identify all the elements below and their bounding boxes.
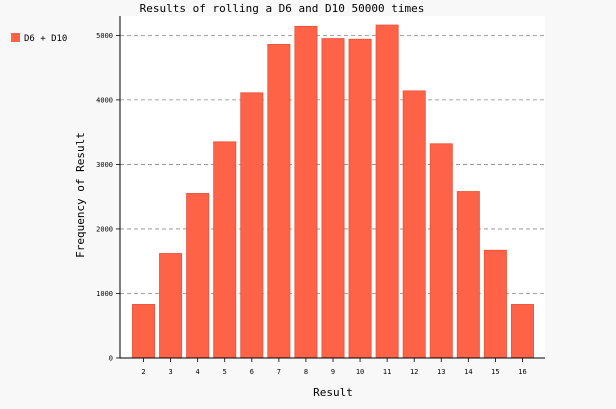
legend-label: D6 + D10 bbox=[24, 34, 67, 44]
x-tick-label: 14 bbox=[464, 368, 472, 376]
x-tick-label: 3 bbox=[168, 368, 172, 376]
bar bbox=[240, 92, 264, 359]
x-tick-label: 8 bbox=[304, 368, 308, 376]
x-tick-label: 13 bbox=[437, 368, 445, 376]
y-axis-label: Frequency of Result bbox=[74, 132, 87, 258]
bar bbox=[429, 143, 453, 359]
bar bbox=[483, 249, 507, 359]
bar bbox=[213, 141, 237, 359]
y-tick-label: 3000 bbox=[96, 161, 113, 169]
x-tick-label: 5 bbox=[223, 368, 227, 376]
y-tick-label: 4000 bbox=[96, 96, 113, 104]
bar bbox=[159, 253, 183, 359]
y-ticks: 0 1000 2000 3000 4000 5000 bbox=[96, 32, 120, 363]
bar bbox=[375, 24, 399, 359]
y-tick-label: 1000 bbox=[96, 290, 113, 298]
bar bbox=[294, 25, 318, 359]
x-ticks: 2 3 4 5 6 7 8 9 10 11 12 13 14 15 16 bbox=[141, 358, 527, 376]
x-tick-label: 7 bbox=[277, 368, 281, 376]
x-tick-label: 2 bbox=[141, 368, 145, 376]
x-axis-label: Result bbox=[313, 386, 353, 399]
x-tick-label: 15 bbox=[491, 368, 499, 376]
bar bbox=[186, 193, 210, 359]
chart-title: Results of rolling a D6 and D10 50000 ti… bbox=[140, 2, 425, 15]
bar bbox=[402, 90, 426, 359]
bar bbox=[510, 304, 534, 359]
y-tick-label: 0 bbox=[109, 355, 113, 363]
x-tick-label: 10 bbox=[356, 368, 364, 376]
x-tick-label: 9 bbox=[331, 368, 335, 376]
bar bbox=[132, 304, 156, 359]
bars bbox=[132, 24, 534, 359]
bar bbox=[456, 191, 480, 359]
x-tick-label: 6 bbox=[250, 368, 254, 376]
y-tick-label: 2000 bbox=[96, 225, 113, 233]
y-tick-label: 5000 bbox=[96, 32, 113, 40]
bar bbox=[321, 38, 345, 359]
bar bbox=[267, 43, 291, 359]
x-tick-label: 16 bbox=[518, 368, 526, 376]
legend-swatch bbox=[11, 33, 20, 42]
bar bbox=[348, 38, 372, 359]
x-tick-label: 4 bbox=[196, 368, 200, 376]
x-tick-label: 11 bbox=[383, 368, 391, 376]
x-tick-label: 12 bbox=[410, 368, 418, 376]
legend: D6 + D10 bbox=[11, 33, 67, 44]
